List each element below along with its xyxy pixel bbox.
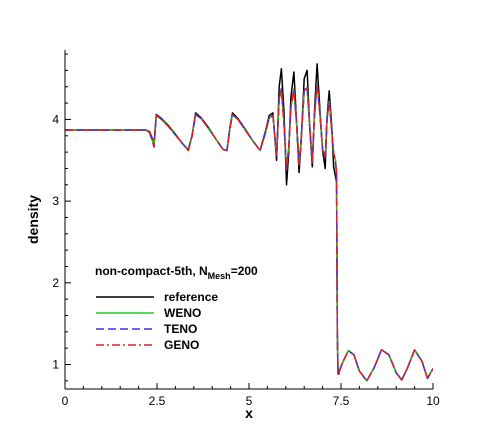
y-tick-label: 2 <box>52 276 59 290</box>
y-axis-title: density <box>25 195 41 244</box>
legend-label-reference: reference <box>164 290 218 304</box>
plot-area <box>65 63 433 382</box>
x-tick-label: 5 <box>246 394 253 408</box>
legend-label-geno: GENO <box>164 338 199 352</box>
legend-title: non-compact-5th, NMesh=200 <box>95 264 258 281</box>
legend: non-compact-5th, NMesh=200 reference WENO… <box>95 264 258 352</box>
x-tick-label: 10 <box>426 394 440 408</box>
x-tick-label: 7.5 <box>333 394 350 408</box>
legend-label-teno: TENO <box>164 322 197 336</box>
legend-label-weno: WENO <box>164 306 201 320</box>
legend-title-main: non-compact-5th, N <box>95 264 208 278</box>
legend-title-end: =200 <box>231 264 258 278</box>
y-tick-label: 4 <box>52 112 59 126</box>
x-axis-title: x <box>245 405 253 421</box>
y-tick-label: 1 <box>52 357 59 371</box>
series-line-geno <box>65 82 433 382</box>
x-tick-label: 2.5 <box>149 394 166 408</box>
y-tick-label: 3 <box>52 194 59 208</box>
legend-title-sub: Mesh <box>208 271 231 281</box>
x-tick-label: 0 <box>62 394 69 408</box>
ticks: 0 2.5 5 7.5 10 1 2 3 4 <box>52 53 440 408</box>
